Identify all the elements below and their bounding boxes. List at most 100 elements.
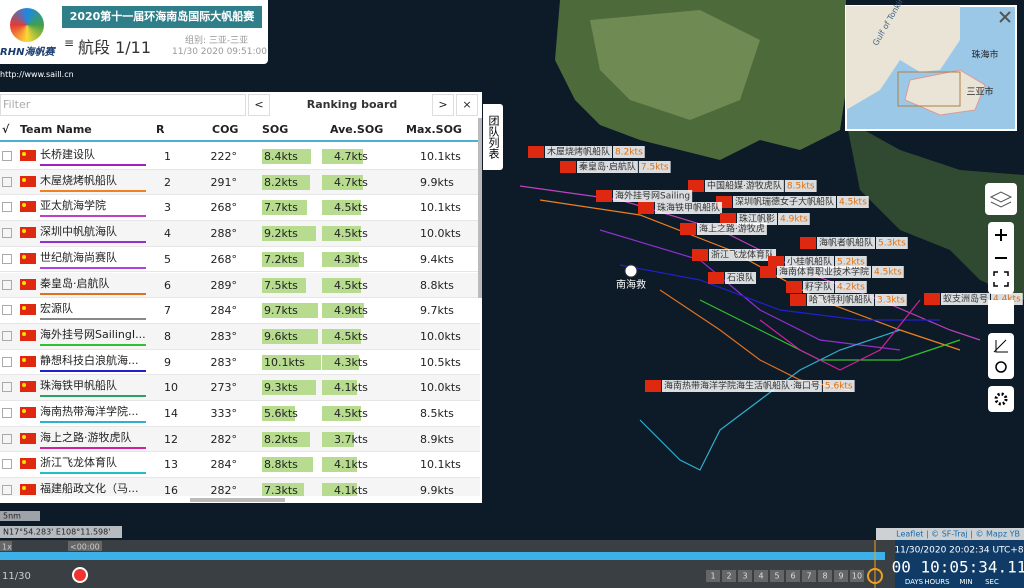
boat-name[interactable]: 海南热带海洋学院海生活帆船队·海口号 <box>664 380 820 392</box>
sog-bar <box>262 354 321 370</box>
locate-button[interactable] <box>995 361 1007 373</box>
page-number: 5 <box>774 572 779 581</box>
team-row[interactable]: 静想科技白浪航海... 9 283° 10.1kts 4.3kts 10.5kts <box>0 350 480 376</box>
play-button[interactable] <box>72 567 88 583</box>
boat-label-bg <box>817 237 876 249</box>
team-row[interactable]: 木屋烧烤帆船队 2 291° 8.2kts 4.7kts 9.9kts <box>0 169 480 196</box>
team-row[interactable]: 浙江飞龙体育队 13 284° 8.8kts 4.1kts 10.1kts <box>0 452 480 479</box>
team-row[interactable]: 福建船政文化（马... 16 282° 7.3kts 4.1kts 9.9kts <box>0 478 480 496</box>
team-row[interactable]: 亚太航海学院 3 268° 7.7kts 4.5kts 10.1kts <box>0 195 480 222</box>
boat-name[interactable]: 深圳帆瑞德女子大帆船队 <box>735 196 834 208</box>
sog-bar <box>262 200 307 216</box>
boat-name[interactable]: 浙江飞龙体育队 <box>711 249 774 261</box>
team-row[interactable]: 长桥建设队 1 222° 8.4kts 4.7kts 10.1kts <box>0 144 480 170</box>
team-row[interactable]: 珠海铁甲帆船队 10 273° 9.3kts 4.1kts 10.0kts <box>0 375 480 401</box>
sog: 5.6kts <box>264 407 298 420</box>
column-header[interactable]: Max.SOG <box>406 123 462 136</box>
checkbox[interactable] <box>2 279 12 290</box>
checkbox[interactable] <box>2 151 12 161</box>
checkbox[interactable] <box>2 228 12 239</box>
team-row[interactable]: 海南热带海洋学院... 14 333° 5.6kts 4.5kts 8.5kts <box>0 401 480 427</box>
settings-button[interactable] <box>988 386 1014 412</box>
checkbox[interactable] <box>2 253 12 264</box>
checkbox[interactable] <box>2 202 12 213</box>
column-header[interactable]: R <box>156 123 165 136</box>
boat-name[interactable]: 蚁支洲岛号 <box>943 293 988 305</box>
leg[interactable]: 航段 1/11 <box>78 38 152 57</box>
h-scrollbar[interactable] <box>190 498 285 502</box>
boat-name[interactable]: 珠海铁甲帆船队 <box>657 202 720 214</box>
ave-sog: 4.5kts <box>334 329 368 343</box>
sog-bar <box>262 303 319 319</box>
measure-button[interactable] <box>993 339 1008 353</box>
column-header[interactable]: COG <box>212 123 239 136</box>
close-button[interactable]: × <box>456 94 478 116</box>
url[interactable]: http://www.saill.cn <box>0 70 74 79</box>
boat-name[interactable]: 木屋烧烤帆船队 <box>547 146 610 158</box>
team-row[interactable]: 海外挂号网SailingI... 8 283° 9.6kts 4.5kts 10.0kts <box>0 323 480 350</box>
ave-sog: 4.5kts <box>334 407 368 420</box>
page-number: 4 <box>758 572 763 581</box>
page-button[interactable] <box>850 570 864 582</box>
page-button[interactable] <box>834 570 848 582</box>
boat-speed: 7.5kts <box>641 163 669 173</box>
scrollbar[interactable] <box>478 118 482 298</box>
prev-button[interactable]: < <box>248 94 270 116</box>
ruler-button[interactable] <box>988 300 1014 324</box>
boat-speed: 5.6kts <box>825 382 853 392</box>
layers-button[interactable] <box>985 183 1017 215</box>
boat-name[interactable]: 海上之路·游牧虎 <box>699 223 765 235</box>
checkbox[interactable] <box>2 176 12 187</box>
page-button[interactable] <box>802 570 816 582</box>
page-button[interactable] <box>722 570 736 582</box>
column-header[interactable]: √ <box>2 123 10 136</box>
sog: 9.6kts <box>264 329 298 343</box>
ave-bar <box>322 431 355 447</box>
boat-name[interactable]: 籽字队 <box>805 281 832 293</box>
page-button[interactable] <box>754 570 768 582</box>
team-row[interactable]: 海上之路·游牧虎队 12 282° 8.2kts 3.7kts 8.9kts <box>0 426 480 453</box>
column-header[interactable]: Team Name <box>20 123 92 136</box>
checkbox[interactable] <box>2 356 12 367</box>
checkbox[interactable] <box>2 459 12 470</box>
team-name: 木屋烧烤帆船队 <box>40 170 146 192</box>
boat-name[interactable]: 小桂帆船队 <box>787 256 832 268</box>
progress-bar[interactable] <box>0 552 885 560</box>
boat-name[interactable]: 海南体育职业技术学院 <box>779 266 869 278</box>
checkbox[interactable] <box>2 382 12 393</box>
team-row[interactable]: 世纪航海尚赛队 5 268° 7.2kts 4.3kts 9.4kts <box>0 247 480 273</box>
team-row[interactable]: 深圳中帆航海队 4 288° 9.2kts 4.5kts 10.0kts <box>0 221 480 247</box>
checkbox[interactable] <box>2 408 12 418</box>
fullscreen[interactable] <box>993 271 1009 287</box>
checkbox[interactable] <box>2 485 12 496</box>
next-button[interactable]: > <box>432 94 454 116</box>
boat-name[interactable]: 珠江帆影 <box>739 213 775 225</box>
boat-name[interactable]: 海帆者帆船队 <box>819 237 873 249</box>
max-sog: 10.1kts <box>420 458 461 472</box>
current-handle[interactable] <box>867 568 883 584</box>
zoom-in[interactable] <box>995 229 1007 241</box>
column-header[interactable]: Ave.SOG <box>330 123 384 136</box>
page-button[interactable] <box>818 570 832 582</box>
team-row[interactable]: 宏源队 7 284° 9.7kts 4.9kts 9.7kts <box>0 298 480 324</box>
checkbox[interactable] <box>2 305 12 316</box>
boat-name[interactable]: 石浪队 <box>727 272 754 284</box>
boat-name[interactable]: 海外挂号网Sailing <box>615 190 690 202</box>
boat-name[interactable]: 秦皇岛·启航队 <box>579 161 636 173</box>
boat-name[interactable]: 中国船媒·游牧虎队 <box>707 180 782 192</box>
boat-name[interactable]: 哈飞特利帆船队 <box>809 294 872 306</box>
team-row[interactable]: 秦皇岛·启航队 6 289° 7.5kts 4.5kts 8.8kts <box>0 272 480 299</box>
column-header[interactable]: SOG <box>262 123 289 136</box>
minimap-toggle[interactable] <box>999 11 1011 23</box>
team-name: 深圳中帆航海队 <box>40 221 146 244</box>
page-button[interactable] <box>786 570 800 582</box>
page-button[interactable] <box>738 570 752 582</box>
page-button[interactable] <box>770 570 784 582</box>
checkbox[interactable] <box>2 433 12 444</box>
page-button[interactable] <box>706 570 720 582</box>
side-tab[interactable]: 团队列表 <box>483 104 503 170</box>
menu-icon[interactable]: ≡ <box>64 36 75 50</box>
filter-input[interactable]: Filter <box>0 94 246 116</box>
checkbox[interactable] <box>2 330 12 341</box>
time-unit: SEC <box>985 578 999 586</box>
